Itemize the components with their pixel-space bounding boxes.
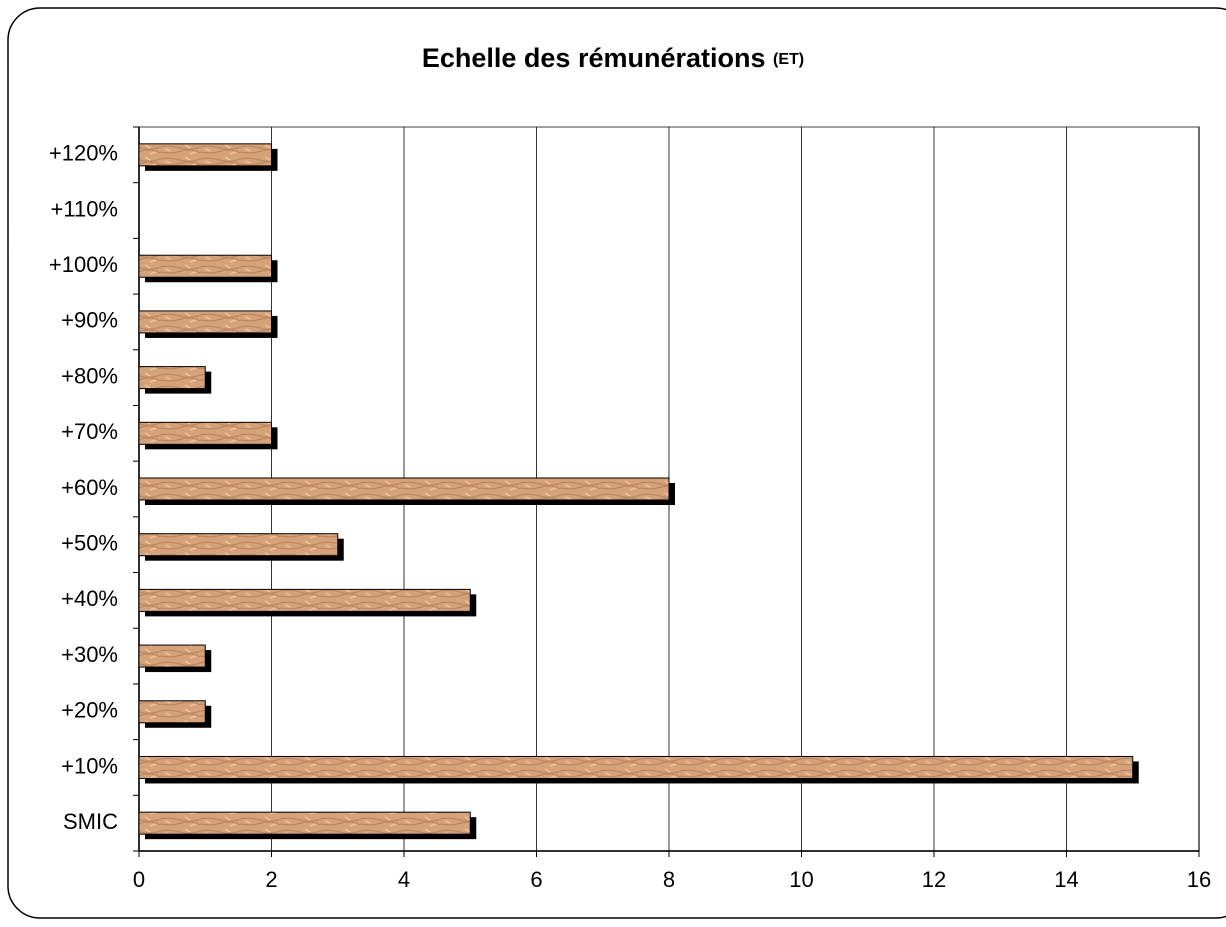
x-tick-label: 8 (663, 867, 675, 892)
x-tick-label: 10 (789, 867, 813, 892)
x-tick-label: 4 (398, 867, 410, 892)
bar (138, 143, 272, 167)
y-tick-label: +120% (49, 141, 118, 166)
chart-frame (7, 7, 1226, 919)
chart-title: Echelle des rémunérations (ET) (422, 43, 804, 73)
bar (138, 310, 272, 334)
title-main: Echelle des rémunérations (422, 43, 766, 73)
x-tick-label: 2 (265, 867, 277, 892)
y-tick-label: +10% (61, 753, 118, 778)
y-tick-label: +90% (61, 308, 118, 333)
bar (138, 644, 206, 668)
x-tick-label: 16 (1187, 867, 1211, 892)
bar (138, 533, 339, 557)
x-tick-label: 12 (922, 867, 946, 892)
bar (138, 254, 272, 278)
bar (138, 700, 206, 724)
x-tick-label: 14 (1054, 867, 1078, 892)
y-tick-label: +40% (61, 586, 118, 611)
x-tick-label: 6 (530, 867, 542, 892)
y-tick-label: +60% (61, 475, 118, 500)
bar (138, 755, 1134, 779)
y-tick-label: +20% (61, 698, 118, 723)
y-tick-label: +80% (61, 363, 118, 388)
bar (138, 811, 471, 835)
y-tick-label: +100% (49, 252, 118, 277)
y-tick-label: +30% (61, 642, 118, 667)
bar (138, 588, 471, 612)
y-tick-label: SMIC (63, 809, 118, 834)
y-tick-label: +70% (61, 419, 118, 444)
y-tick-label: +50% (61, 531, 118, 556)
title-suffix: (ET) (773, 51, 804, 68)
x-tick-label: 0 (133, 867, 145, 892)
y-tick-label: +110% (51, 196, 118, 221)
bar (138, 421, 272, 445)
bar (138, 366, 206, 390)
bar (138, 477, 670, 501)
